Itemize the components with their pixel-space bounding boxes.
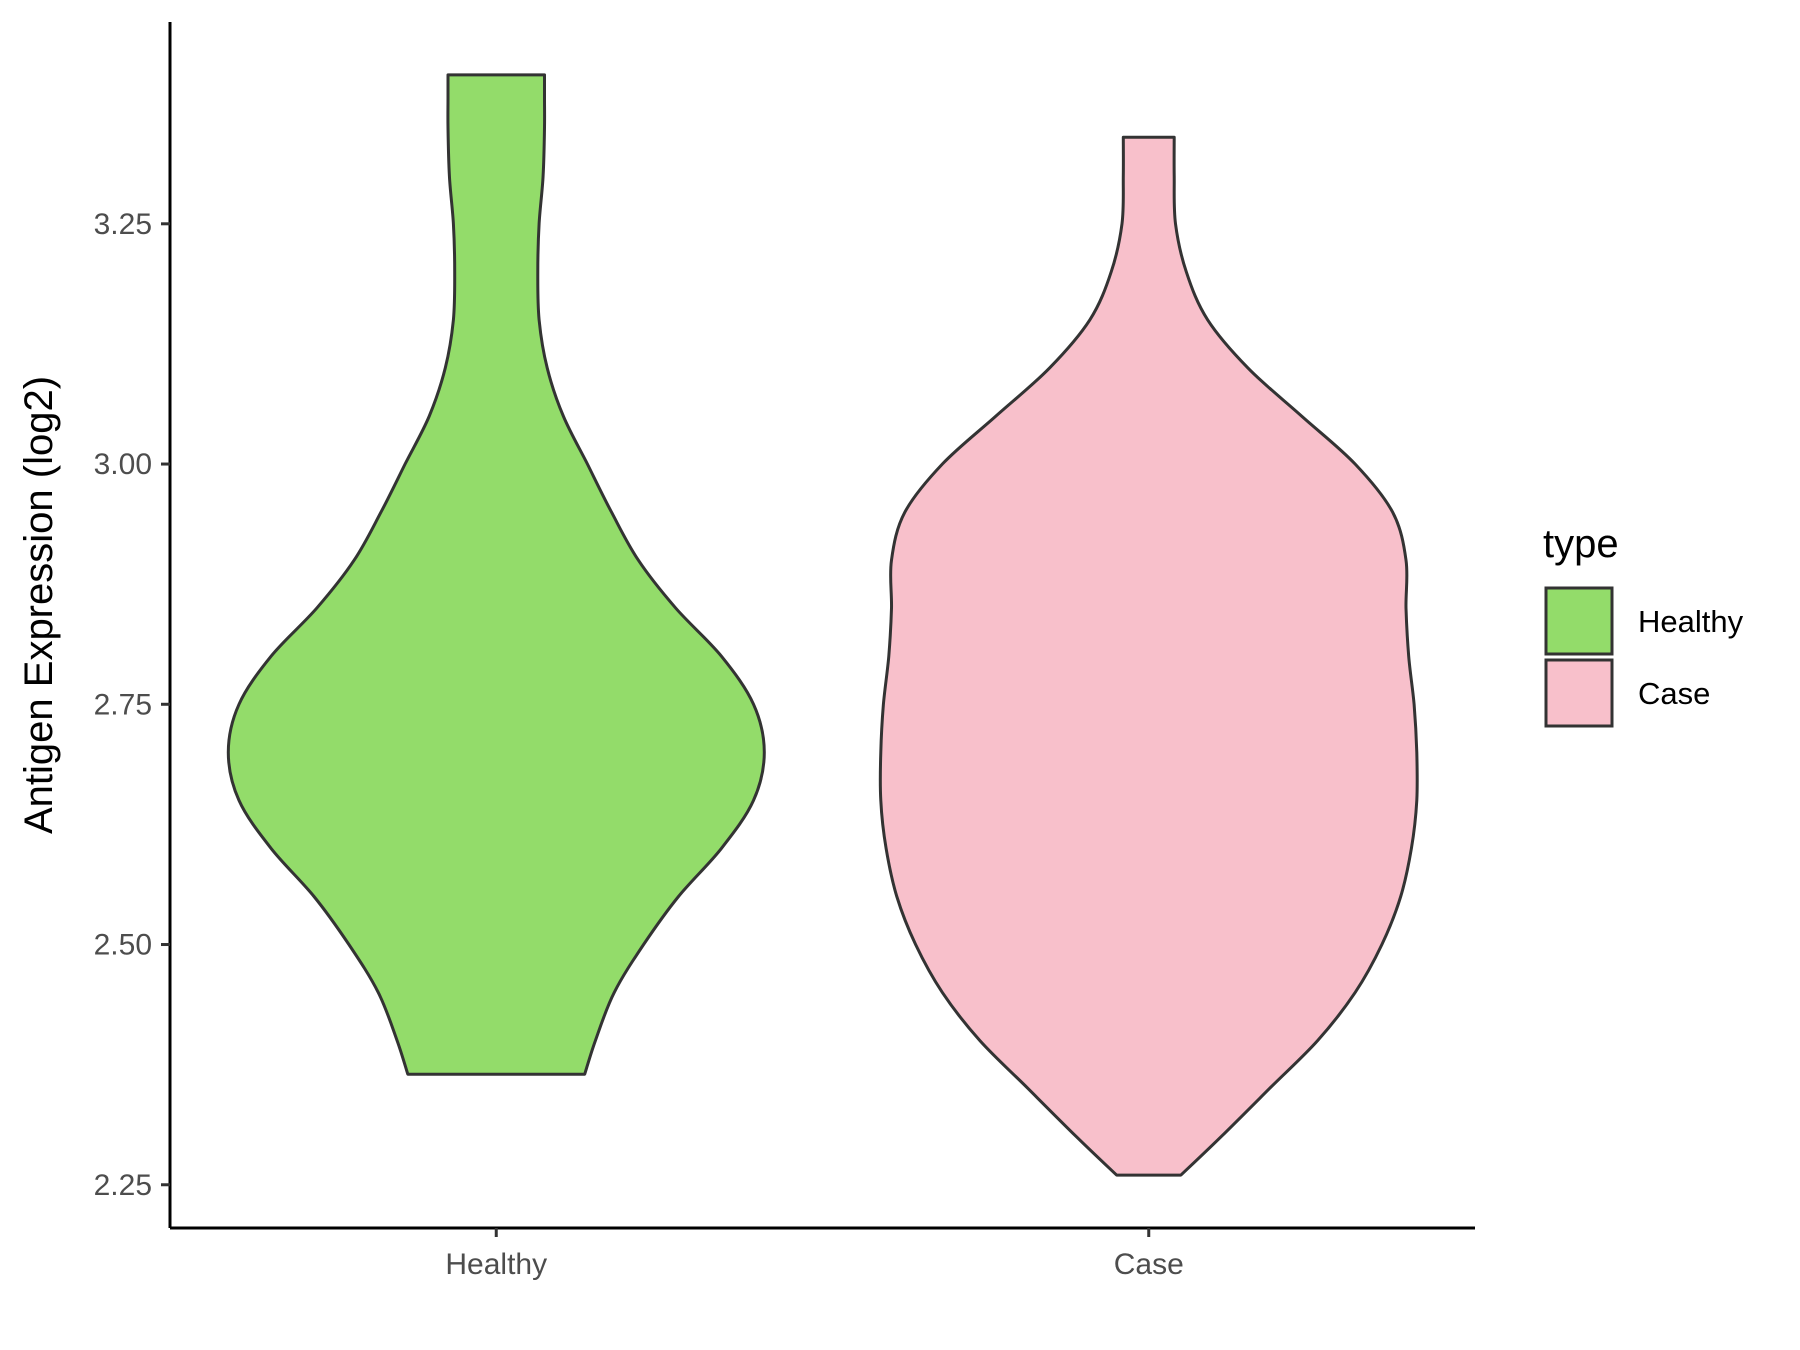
legend-key-case — [1544, 658, 1614, 728]
legend-label-healthy: Healthy — [1638, 604, 1744, 639]
x-axis: Healthy Case — [170, 1226, 1475, 1281]
y-axis-title: Antigen Expression (log2) — [17, 376, 61, 834]
x-tick-label: Healthy — [445, 1248, 547, 1281]
violins-layer — [226, 73, 1419, 1177]
legend-title: type — [1543, 522, 1619, 566]
y-tick-label: 2.75 — [94, 688, 152, 721]
legend-key-healthy — [1544, 586, 1614, 656]
legend-label-case: Case — [1638, 676, 1710, 711]
legend: type Healthy Case — [1543, 522, 1744, 728]
violin-case — [878, 135, 1419, 1177]
y-axis: 2.25 2.50 2.75 3.00 3.25 — [94, 22, 172, 1228]
y-tick-label: 2.50 — [94, 929, 152, 962]
y-tick-label: 3.25 — [94, 208, 152, 241]
violin-healthy — [226, 73, 766, 1076]
y-tick-label: 2.25 — [94, 1169, 152, 1202]
y-tick-label: 3.00 — [94, 448, 152, 481]
x-tick-label: Case — [1114, 1248, 1184, 1281]
